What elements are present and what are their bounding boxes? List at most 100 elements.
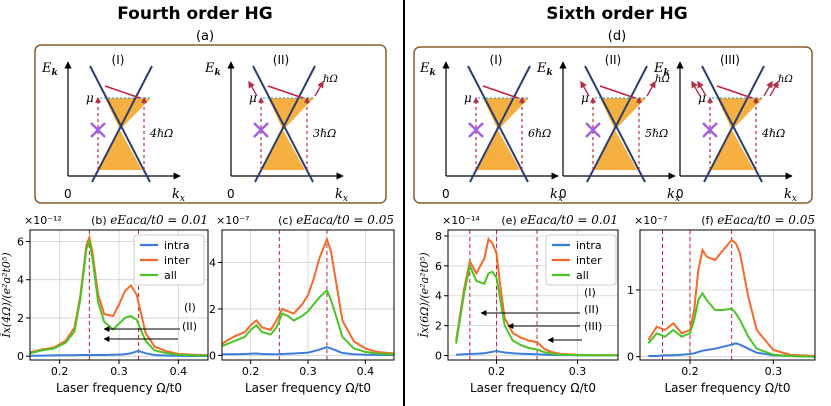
energy-axis-label: Ek: [419, 61, 436, 78]
legend-label-all: all: [576, 269, 589, 282]
panel-roman-label: (III): [720, 53, 740, 67]
side-photon-arrow: [763, 80, 773, 97]
panel-roman-label: (I): [490, 53, 503, 67]
legend-label-intra: intra: [576, 239, 602, 252]
series-all-line: [222, 288, 394, 356]
mu-label: μ: [86, 91, 94, 105]
series-all-line: [455, 262, 618, 357]
cone-branch-2: [469, 65, 531, 183]
mu-label: μ: [698, 91, 706, 105]
origin-label: 0: [442, 187, 450, 201]
chart-b: 0.2 0.3 0.4 0 2 4 6×10⁻¹² (b) eEaca/t0 = 0.01 La…: [0, 213, 209, 395]
side-photon-arrow: [248, 80, 258, 97]
chart-e: 0.2 0.3 0 2 4 6 8×10⁻¹⁴ (e) eEaca/t0 = 0.01 Lase…: [417, 213, 619, 395]
panel-roman-label: (II): [605, 53, 621, 67]
panel-title: (b) eEaca/t0 = 0.01: [91, 213, 208, 227]
annotation-label: (II): [182, 320, 197, 333]
schematic-box-left: [34, 44, 387, 204]
main-photon-label: 3ℏΩ: [313, 127, 336, 140]
filled-lower-band: [593, 130, 637, 170]
x-tick-label: 0.3: [110, 365, 128, 378]
schematic-box-right: [413, 46, 813, 204]
energy-axis-label: Ek: [653, 61, 670, 78]
panel-title: (e) eEaca/t0 = 0.01: [501, 213, 618, 227]
panel-title: (f) eEaca/t0 = 0.05: [701, 213, 815, 227]
series-inter-line: [30, 234, 208, 357]
filled-lower-band: [98, 130, 142, 170]
transition-line: [267, 85, 304, 99]
energy-axis-label: Ek: [204, 61, 221, 78]
legend-label-intra: intra: [164, 239, 190, 252]
panel-title: (c) eEaca/t0 = 0.05: [278, 213, 394, 227]
right-title: Sixth order HG: [546, 4, 687, 24]
side-photon-arrow: [580, 80, 590, 97]
y-tick-label: 1: [627, 284, 634, 297]
cone-branch-2: [91, 65, 153, 183]
cone-branch-1: [89, 65, 151, 183]
energy-axis-label: Ek: [536, 61, 553, 78]
axis-exponent: ×10⁻⁷: [634, 214, 667, 227]
blocked-cross-icon: [90, 122, 106, 138]
x-axis-label: Laser frequency Ω/t0: [470, 381, 596, 395]
mu-label: μ: [249, 91, 257, 105]
origin-label: 0: [559, 187, 567, 201]
axis-exponent: ×10⁻⁷: [216, 214, 249, 227]
x-axis-label: Laser frequency Ω/t0: [665, 381, 791, 395]
main-photon-label: 4ℏΩ: [149, 127, 173, 140]
y-tick-label: 8: [435, 230, 442, 243]
origin-label: 0: [676, 187, 684, 201]
side-photon-arrow: [646, 80, 656, 97]
cone-branch-1: [701, 65, 763, 183]
legend-frame: [133, 234, 205, 286]
schematics: Ekkx0μ(I)4ℏΩEkkx0μ(II)3ℏΩℏΩEkkx0μ(I)6ℏΩE…: [41, 53, 797, 204]
kx-axis-label: kx: [172, 187, 185, 204]
series-intra-line: [30, 350, 208, 357]
cone-branch-2: [586, 65, 648, 183]
legend-frame: [545, 234, 617, 286]
y-tick-label: 2: [209, 303, 216, 316]
legend: intra inter all: [545, 234, 617, 286]
filled-lower-band: [710, 130, 754, 170]
y-tick-label: 4: [209, 257, 216, 270]
side-photon-arrow: [314, 80, 324, 97]
y-axis-label: Ĩx(4Ω)/(e²a²t0⁵): [0, 252, 13, 338]
y-tick-label: 0: [627, 351, 634, 364]
x-tick-label: 0.3: [299, 365, 317, 378]
legend: intra inter all: [133, 234, 205, 286]
annotation-label: (I): [184, 301, 196, 314]
main-photon-label: 5ℏΩ: [645, 127, 668, 140]
transition-line: [716, 85, 753, 99]
x-tick-label: 0.2: [242, 365, 260, 378]
mu-label: μ: [464, 91, 472, 105]
chart-c: 0.2 0.3 0.4 0 2 4 ×10⁻⁷ (c) eEaca/t0 = 0.05 Lase…: [209, 213, 395, 395]
x-axis-label: Laser frequency Ω/t0: [56, 381, 182, 395]
legend-label-all: all: [164, 269, 177, 282]
series-inter-line: [222, 236, 394, 355]
y-tick-label: 2: [435, 320, 442, 333]
series-intra-line: [222, 346, 394, 357]
side-photon-label: ℏΩ: [655, 74, 670, 85]
series-intra-line: [648, 342, 815, 358]
y-tick-label: 2: [17, 312, 24, 325]
y-tick-label: 0: [17, 350, 24, 363]
schematic-right-panel-3: Ek kx 0 μ (III) 4ℏΩ ℏΩ: [653, 53, 797, 204]
main-photon-label: 4ℏΩ: [761, 127, 785, 140]
x-tick-label: 0.2: [51, 365, 69, 378]
x-tick-label: 0.2: [488, 365, 506, 378]
origin-label: 0: [64, 187, 72, 201]
transition-line: [104, 85, 141, 99]
cone-branch-2: [703, 65, 765, 183]
y-tick-label: 6: [435, 260, 442, 273]
annotation-label: (III): [584, 320, 602, 333]
cone-branch-1: [584, 65, 646, 183]
y-tick-label: 4: [17, 274, 24, 287]
side-photon-label: ℏΩ: [323, 74, 338, 85]
y-tick-label: 0: [209, 349, 216, 362]
transition-line: [482, 85, 519, 99]
origin-label: 0: [227, 187, 235, 201]
x-tick-label: 0.4: [170, 365, 188, 378]
y-tick-label: 4: [435, 290, 442, 303]
